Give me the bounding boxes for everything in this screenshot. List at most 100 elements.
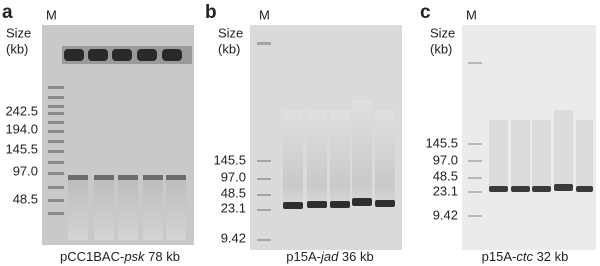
lane-smear: [554, 110, 573, 190]
ladder-labels: 242.5 194.0 145.5 97.0 48.5: [5, 103, 38, 206]
ladder-label: 48.5: [221, 185, 246, 200]
ladder-band: [48, 112, 64, 115]
lanes: [68, 180, 186, 240]
lane-smear: [375, 110, 395, 205]
bands: [283, 198, 395, 209]
lane-smear: [511, 120, 530, 190]
caption-gene: psk: [123, 249, 146, 264]
band: [143, 175, 163, 180]
caption-text: pCC1BAC-: [60, 249, 124, 264]
well: [137, 49, 157, 61]
well: [112, 49, 132, 61]
ladder-bands: [48, 86, 64, 215]
panel-letter: a: [2, 2, 13, 23]
ladder-label: 97.0: [433, 152, 458, 167]
ladder-band: [257, 209, 271, 211]
ladder-labels: 145.5 97.0 48.5 23.1 9.42: [425, 135, 458, 222]
panel-letter: b: [205, 2, 217, 23]
ladder-band: [257, 160, 271, 162]
gel-c: [462, 25, 596, 250]
lanes: [283, 100, 395, 205]
ladder-band: [257, 42, 271, 45]
ladder-band: [468, 191, 482, 193]
ladder-label: 97.0: [13, 163, 38, 178]
ladder-band: [48, 96, 64, 99]
bands: [489, 184, 593, 192]
lane-smear: [166, 180, 186, 240]
marker-label: M: [466, 7, 477, 22]
gel-a: [42, 25, 194, 245]
lane-smear: [143, 180, 163, 240]
band: [118, 175, 138, 180]
lane-smear: [489, 120, 508, 190]
band: [532, 186, 551, 192]
ladder-band: [48, 140, 64, 143]
size-unit: (kb): [218, 41, 240, 56]
caption: p15A-ctc 32 kb: [482, 249, 569, 264]
caption-gene: jad: [319, 249, 339, 264]
lanes: [489, 110, 593, 190]
caption-text: p15A-: [286, 249, 321, 264]
ladder-band: [48, 199, 64, 202]
ladder-band: [48, 86, 64, 89]
gel-b: [250, 25, 402, 250]
size-label: Size: [6, 25, 31, 40]
band: [576, 186, 593, 192]
ladder-band: [48, 186, 64, 189]
band: [511, 186, 530, 192]
ladder-band: [257, 178, 271, 180]
ladder-band: [468, 215, 482, 217]
ladder-band: [468, 177, 482, 179]
marker-label: M: [259, 7, 270, 22]
lane-smear: [532, 120, 551, 190]
ladder-label: 9.42: [433, 207, 458, 222]
lane-smear: [283, 110, 303, 205]
bands: [68, 175, 186, 180]
caption: p15A-jad 36 kb: [286, 249, 373, 264]
size-unit: (kb): [430, 41, 452, 56]
ladder-bands: [468, 62, 482, 217]
ladder-label: 145.5: [213, 152, 246, 167]
lane-smear: [94, 180, 114, 240]
lane-smear: [352, 100, 372, 205]
size-label: Size: [218, 25, 243, 40]
ladder-label: 97.0: [221, 169, 246, 184]
band: [166, 175, 186, 180]
marker-label: M: [46, 7, 57, 22]
size-label: Size: [430, 25, 455, 40]
ladder-band: [48, 130, 64, 133]
ladder-bands: [257, 42, 271, 241]
band: [375, 200, 395, 207]
band: [94, 175, 114, 180]
ladder-band: [48, 172, 64, 175]
ladder-band: [48, 212, 64, 215]
lane-smear: [68, 180, 88, 240]
lane-smear: [307, 110, 327, 205]
panel-letter: c: [420, 2, 431, 23]
ladder-band: [48, 150, 64, 153]
band: [489, 186, 508, 192]
ladder-label: 242.5: [5, 103, 38, 118]
caption-text: 78 kb: [145, 249, 180, 264]
ladder-band: [257, 194, 271, 196]
ladder-label: 23.1: [433, 183, 458, 198]
ladder-labels: 145.5 97.0 48.5 23.1 9.42: [213, 152, 246, 245]
ladder-label: 145.5: [425, 135, 458, 150]
ladder-label: 48.5: [433, 168, 458, 183]
band: [307, 201, 327, 208]
ladder-band: [48, 105, 64, 108]
ladder-band: [468, 160, 482, 162]
caption-text: p15A-: [482, 249, 517, 264]
ladder-label: 194.0: [5, 121, 38, 136]
ladder-label: 23.1: [221, 200, 246, 215]
band: [330, 201, 350, 208]
caption-gene: ctc: [516, 249, 533, 264]
ladder-label: 9.42: [221, 230, 246, 245]
ladder-label: 48.5: [13, 191, 38, 206]
size-unit: (kb): [6, 41, 28, 56]
band: [68, 175, 88, 180]
ladder-band: [257, 239, 271, 241]
band: [352, 198, 372, 206]
